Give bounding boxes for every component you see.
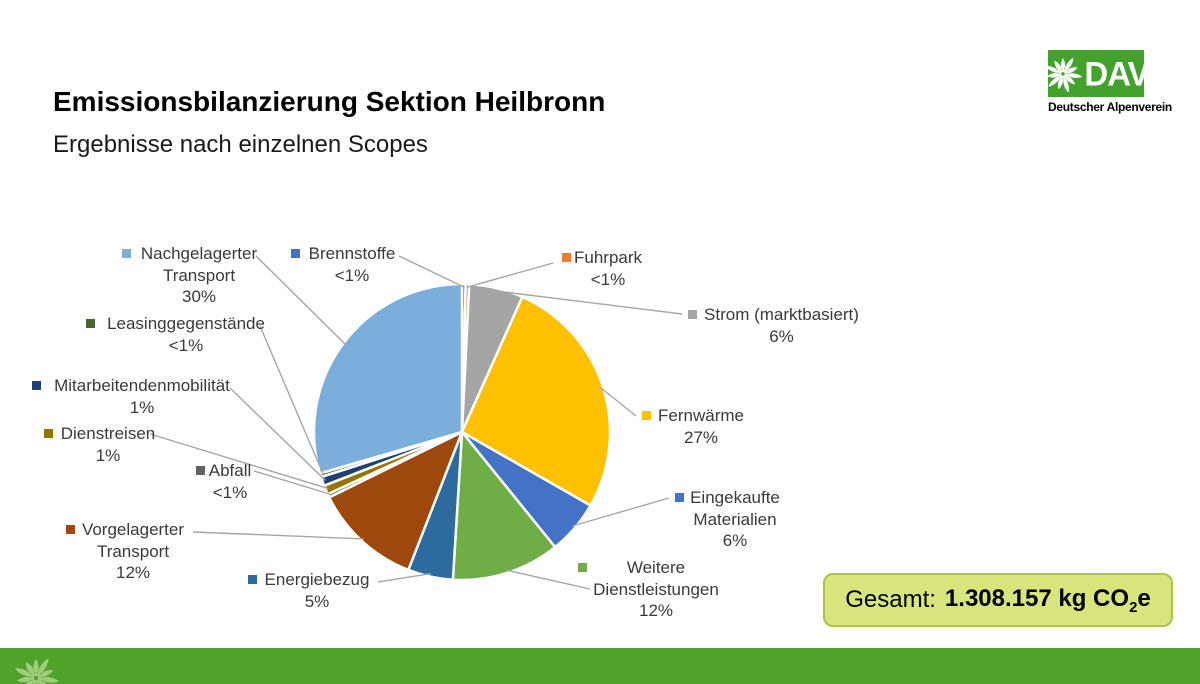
- legend-marker-fuhrpark: [562, 253, 571, 262]
- chart-label-percent: 1%: [129, 397, 155, 417]
- chart-label-text: Mitarbeitendenmobilität: [54, 376, 230, 395]
- chart-label-percent: 30%: [181, 287, 217, 306]
- legend-marker-leasinggegenstände: [86, 319, 95, 328]
- total-value: 1.308.157 kg CO2e: [945, 585, 1151, 616]
- leader-line-vorgelagerter-transport: [192, 531, 365, 540]
- chart-label-text: Dienstleistungen: [593, 579, 719, 599]
- chart-label-fuhrpark: Fuhrpark <1%: [562, 247, 654, 290]
- chart-label-percent: 27%: [683, 427, 719, 447]
- footer-bar: [0, 648, 1200, 684]
- dav-logo-org-name: Deutscher Alpenverein: [1048, 100, 1172, 114]
- chart-label-text: Brennstoffe: [308, 244, 396, 263]
- total-unit-suffix: e: [1137, 584, 1151, 612]
- legend-marker-weitere-dienstleistungen: [578, 563, 587, 572]
- pie-slice-vorgelagerter-transport: [327, 430, 464, 572]
- leader-line-nachgelagerter-transport: [255, 255, 347, 346]
- legend-marker-eingekaufte-materialien: [675, 493, 684, 502]
- leader-line-brennstoffe: [398, 255, 465, 288]
- chart-label-text: Eingekaufte: [690, 488, 780, 507]
- chart-label-nachgelagerter-transport: Nachgelagerter Transport 30%: [129, 243, 269, 308]
- chart-label-weitere-dienstleistungen: Weitere Dienstleistungen 12%: [585, 557, 727, 622]
- leader-line-eingekaufte-materialien: [572, 497, 670, 527]
- chart-label-text: Nachgelagerter: [140, 244, 258, 263]
- legend-marker-mitarbeitendenmobilität: [32, 381, 41, 390]
- total-prefix: Gesamt:: [845, 586, 936, 613]
- chart-label-strom-marktbasiert-: Strom (marktbasiert) 6%: [694, 304, 869, 347]
- legend-marker-vorgelagerter-transport: [66, 525, 75, 534]
- legend-marker-energiebezug: [248, 575, 257, 584]
- dav-logo-acronym: DAV: [1084, 54, 1149, 93]
- chart-label-fernwärme: Fernwärme 27%: [651, 405, 751, 448]
- chart-label-text: Transport: [162, 265, 236, 285]
- chart-label-eingekaufte-materialien: Eingekaufte Materialien 6%: [684, 487, 786, 552]
- leader-line-strom-marktbasiert-: [495, 290, 683, 315]
- total-amount: 1.308.157: [944, 584, 1052, 612]
- chart-label-text: Transport: [96, 541, 170, 561]
- legend-marker-fernwärme: [642, 411, 651, 420]
- legend-marker-brennstoffe: [291, 249, 300, 258]
- pie-slice-fernwärme: [460, 295, 612, 507]
- chart-label-brennstoffe: Brennstoffe <1%: [300, 243, 404, 286]
- leader-line-leasinggegenstände: [259, 325, 324, 475]
- chart-label-percent: <1%: [334, 265, 370, 285]
- chart-label-percent: 6%: [722, 531, 748, 550]
- chart-label-text: Fernwärme: [658, 406, 744, 425]
- edelweiss-footer-icon: [15, 658, 59, 684]
- total-unit-sub: 2: [1129, 598, 1138, 616]
- leader-line-dienstreisen: [149, 433, 329, 490]
- legend-marker-abfall: [196, 466, 205, 475]
- leader-line-fernwärme: [599, 386, 637, 417]
- chart-label-text: Vorgelagerter: [81, 520, 185, 539]
- chart-label-percent: 12%: [638, 601, 674, 620]
- chart-label-percent: 5%: [304, 591, 330, 611]
- chart-label-leasinggegenstände: Leasinggegenstände <1%: [96, 313, 276, 356]
- pie-slice-weitere-dienstleistungen: [451, 430, 557, 582]
- legend-marker-dienstreisen: [44, 429, 53, 438]
- page-title: Emissionsbilanzierung Sektion Heilbronn: [53, 86, 606, 117]
- leader-line-mitarbeitendenmobilität: [229, 387, 326, 481]
- dav-logo-box: DAV: [1045, 50, 1150, 97]
- chart-label-percent: <1%: [212, 482, 248, 502]
- chart-label-vorgelagerter-transport: Vorgelagerter Transport 12%: [76, 519, 190, 584]
- total-unit: kg CO: [1058, 584, 1130, 612]
- chart-label-percent: <1%: [168, 335, 204, 355]
- edelweiss-icon: [1045, 57, 1083, 92]
- total-emissions-box: Gesamt: 1.308.157 kg CO2e: [823, 573, 1173, 627]
- chart-label-percent: 6%: [769, 326, 794, 346]
- chart-label-dienstreisen: Dienstreisen 1%: [52, 423, 164, 466]
- dav-logo: DAV Deutscher Alpenverein: [1045, 50, 1172, 114]
- leader-line-weitere-dienstleistungen: [505, 569, 591, 590]
- chart-label-text: Weitere: [626, 558, 686, 577]
- chart-label-energiebezug: Energiebezug 5%: [257, 569, 377, 612]
- chart-label-percent: <1%: [590, 269, 626, 289]
- chart-label-percent: 12%: [115, 563, 151, 582]
- chart-label-text: Strom (marktbasiert): [704, 305, 859, 324]
- legend-marker-strom-marktbasiert-: [688, 310, 697, 319]
- chart-label-text: Energiebezug: [264, 570, 370, 589]
- chart-label-text: Leasinggegenstände: [107, 314, 265, 333]
- chart-label-percent: 1%: [95, 445, 121, 465]
- leader-line-abfall: [253, 470, 332, 496]
- chart-label-text: Dienstreisen: [60, 424, 156, 443]
- chart-label-text: Abfall: [208, 461, 252, 480]
- legend-marker-nachgelagerter-transport: [122, 249, 131, 258]
- leader-line-fuhrpark: [467, 262, 554, 288]
- chart-label-mitarbeitendenmobilität: Mitarbeitendenmobilität 1%: [42, 375, 242, 418]
- chart-label-text: Fuhrpark: [573, 248, 643, 267]
- page-subtitle: Ergebnisse nach einzelnen Scopes: [53, 131, 428, 158]
- chart-label-text: Materialien: [693, 509, 777, 529]
- chart-label-abfall: Abfall <1%: [197, 460, 263, 503]
- leader-line-energiebezug: [377, 572, 432, 583]
